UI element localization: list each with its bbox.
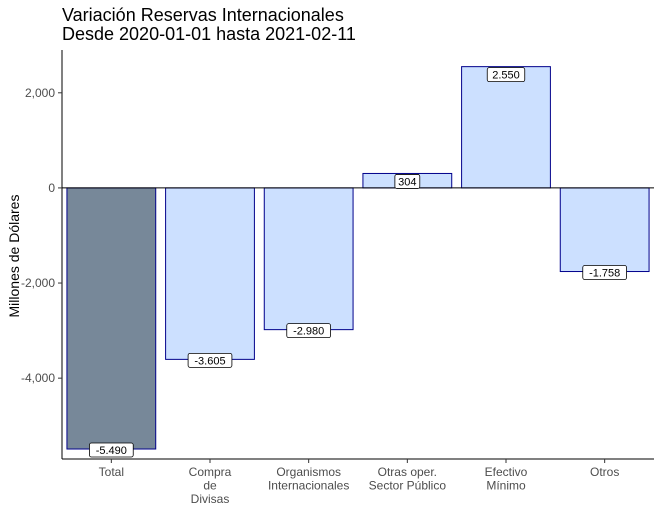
x-tick-label-0: Total [99,465,124,479]
y-tick-label-0: -4,000 [21,371,55,385]
x-tick-label-line: Otras oper. [378,465,437,479]
data-label-3: 304 [398,176,416,188]
data-label-box-5 [582,265,627,280]
data-label-box-3 [394,174,421,189]
data-label-0: -5.490 [96,445,127,457]
bar-2 [263,187,354,331]
x-tick-label-2: Organismos Internacionales [268,465,349,493]
x-tick-label-line: Divisas [191,492,230,506]
x-tick-label-3: Otras oper. Sector Público [369,465,447,493]
data-label-box-4 [486,67,526,83]
y-tick-label-3: 2,000 [25,86,55,100]
bar-1 [165,187,255,360]
data-label-1: -3.605 [194,355,225,367]
x-tick-label-5: Otros [590,465,619,479]
data-label-2: -2.980 [293,326,324,338]
x-tick-label-line: Total [99,465,124,479]
data-label-5: -1.758 [589,268,620,280]
x-tick-label-line: Mínimo [486,479,526,493]
chart-subtitle: Desde 2020-01-01 hasta 2021-02-11 [62,24,356,44]
bar-5 [559,187,650,273]
bar-4 [461,66,551,189]
x-tick-label-1: Compra de Divisas [189,465,232,506]
x-tick-label-line: Sector Público [369,479,447,493]
data-label-box-2 [286,323,331,339]
bar-0 [66,187,157,450]
x-tick-label-line: Organismos [276,465,341,479]
chart-title-block: Variación Reservas Internacionales Desde… [62,6,356,44]
chart-title: Variación Reservas Internacionales [62,5,344,25]
x-tick-label-line: de [203,479,217,493]
data-label-4: 2.550 [492,70,520,82]
x-tick-label-line: Compra [189,465,232,479]
x-tick-label-line: Efectivo [485,465,528,479]
data-label-box-1 [187,352,233,368]
x-tick-label-line: Internacionales [268,479,349,493]
x-tick-label-4: Efectivo Mínimo [485,465,528,493]
y-tick-label-2: 0 [48,181,55,195]
x-tick-label-line: Otros [590,465,619,479]
data-label-box-0 [89,442,134,458]
y-tick-label-1: -2,000 [21,276,55,290]
